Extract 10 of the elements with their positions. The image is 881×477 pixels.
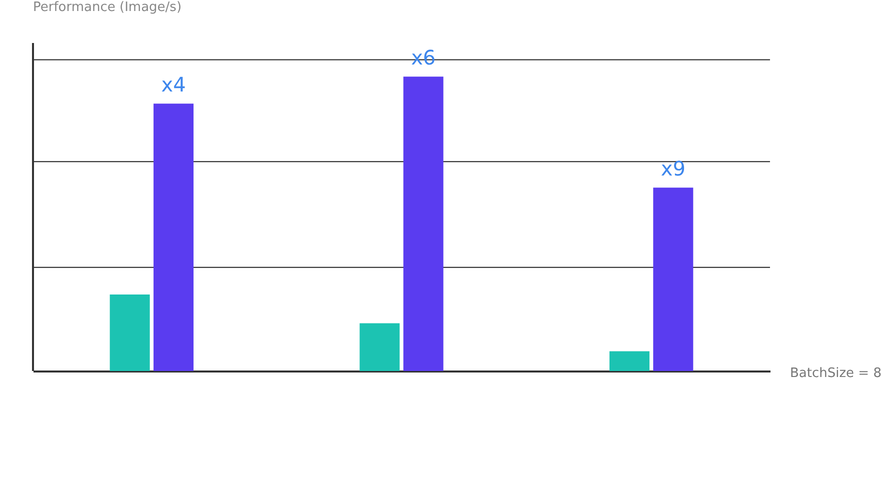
bar: [154, 104, 194, 371]
annotation: x9: [660, 156, 686, 181]
x-axis-title: BatchSize = 8: [790, 366, 881, 381]
annotation: x4: [161, 72, 186, 97]
bar: [653, 188, 694, 371]
bar: [609, 351, 650, 371]
y-axis-title: Performance (Image/s): [33, 0, 182, 15]
bar: [110, 294, 150, 371]
bar: [360, 323, 400, 371]
bar: [403, 76, 444, 371]
